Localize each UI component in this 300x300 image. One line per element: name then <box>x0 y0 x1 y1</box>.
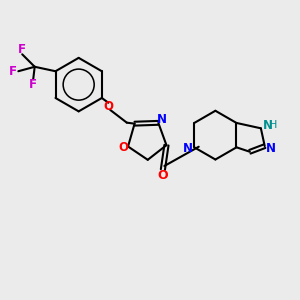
Text: O: O <box>158 169 168 182</box>
Text: H: H <box>269 120 278 130</box>
Text: N: N <box>157 113 167 126</box>
Text: F: F <box>9 65 17 78</box>
Text: F: F <box>29 78 37 91</box>
Text: N: N <box>262 119 272 132</box>
Text: O: O <box>118 142 128 154</box>
Text: F: F <box>18 43 26 56</box>
Text: O: O <box>103 100 113 113</box>
Text: N: N <box>183 142 193 155</box>
Text: N: N <box>266 142 276 155</box>
